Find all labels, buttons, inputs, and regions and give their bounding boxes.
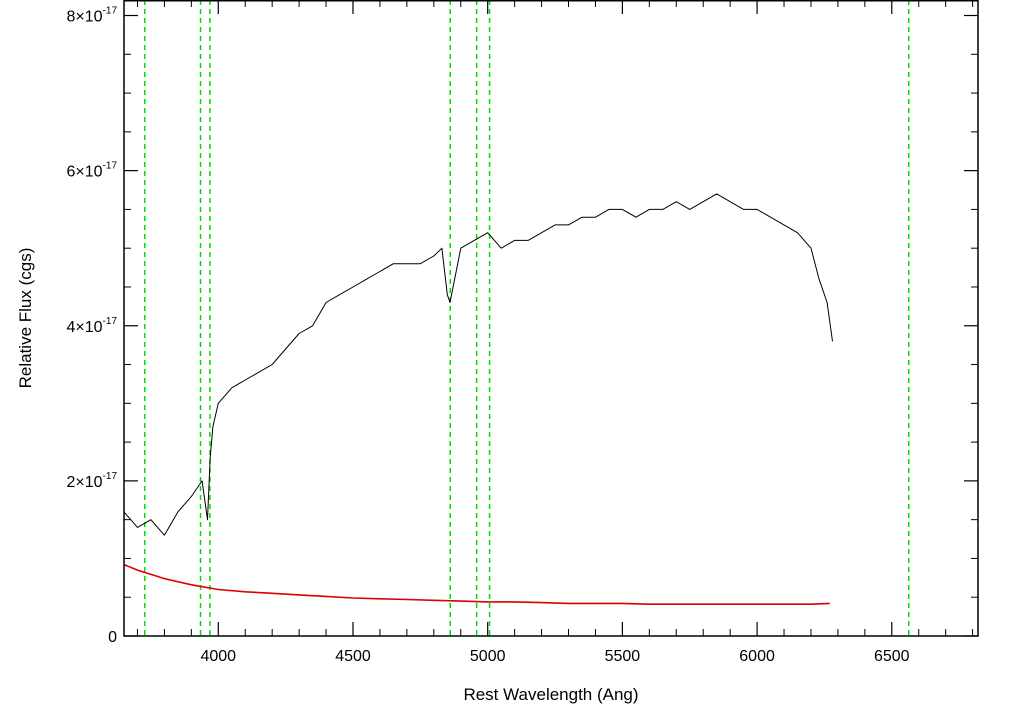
reference-lines [143,0,910,636]
y-tick-exponent-1: -17 [103,471,118,482]
x-axis-label: Rest Wavelength (Ang) [463,685,638,704]
x-tick-label-1: 4500 [335,648,371,665]
y-tick-mantissa-4: 8×10 [67,9,103,26]
y-axis-label: Relative Flux (cgs) [16,248,35,389]
y-tick-label-2: 4×10-17 [67,316,118,336]
y-tick-mantissa-1: 2×10 [67,474,103,491]
y-tick-exponent-2: -17 [103,316,118,327]
y-axis-ticks: 02×10-174×10-176×10-178×10-17 [67,6,978,646]
y-tick-mantissa-2: 4×10 [67,319,103,336]
y-tick-exponent-3: -17 [103,161,118,172]
y-tick-label-0: 0 [108,629,117,646]
y-tick-mantissa-0: 0 [108,629,117,646]
x-tick-label-4: 6000 [739,648,775,665]
y-tick-exponent-4: -17 [103,6,118,17]
x-axis-ticks: 4000 4500 5000 5500 6000 6500 [136,0,974,665]
x-tick-label-2: 5000 [470,648,506,665]
y-tick-mantissa-3: 6×10 [67,164,103,181]
y-tick-label-4: 8×10-17 [67,6,118,26]
series-line-1 [123,563,830,606]
x-tick-label-0: 4000 [200,648,236,665]
series-line-0 [123,193,833,536]
plot-frame [123,0,979,637]
y-tick-label-3: 6×10-17 [67,161,118,181]
x-tick-label-3: 5500 [605,648,641,665]
x-tick-label-5: 6500 [874,648,910,665]
y-tick-label-1: 2×10-17 [67,471,118,491]
series-layer [123,193,833,606]
